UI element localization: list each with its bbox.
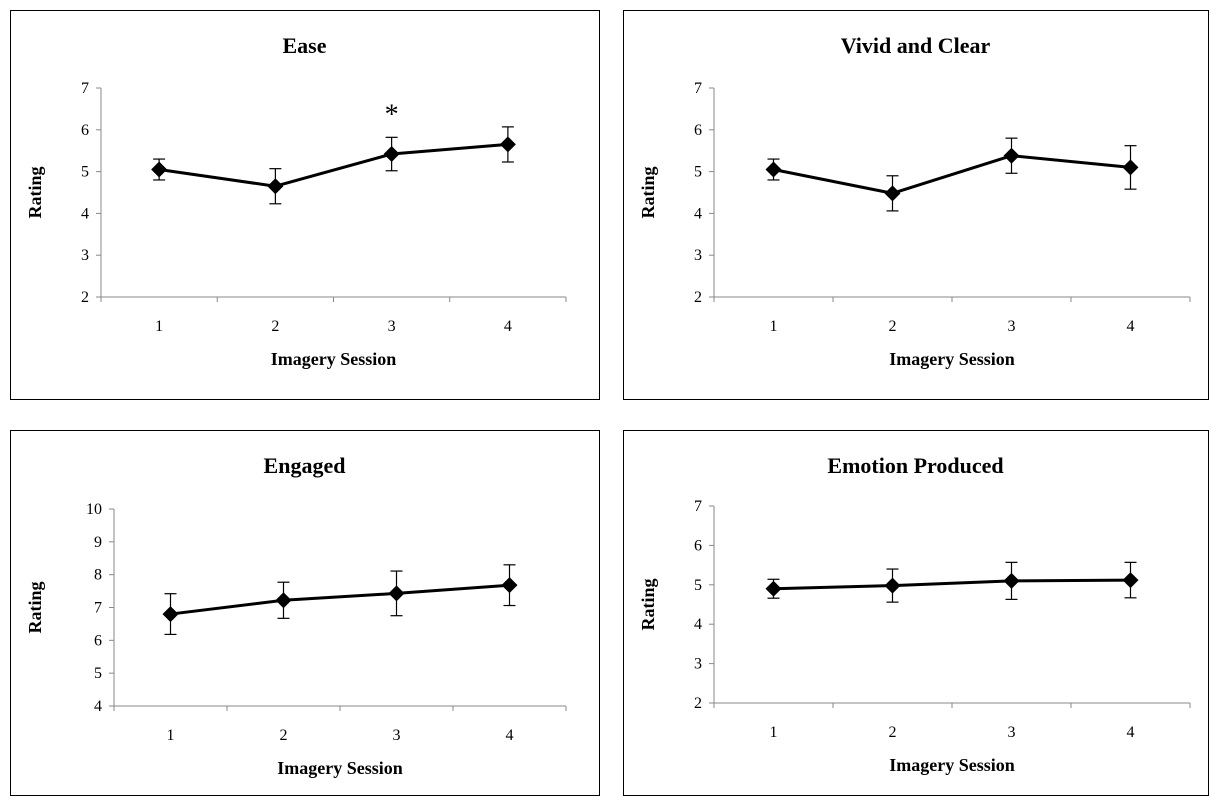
chart-title: Engaged xyxy=(264,453,346,478)
x-axis-label: Imagery Session xyxy=(271,349,397,369)
y-tick-label: 4 xyxy=(694,616,702,633)
y-axis-label: Rating xyxy=(25,166,45,218)
data-point-marker xyxy=(765,161,782,178)
chart-panel-ease: Ease 2 3 4 5 6 7 1 2 3 4 Imagery Session Rating * xyxy=(10,10,600,400)
x-tick-label: 2 xyxy=(271,318,279,335)
y-tick-label: 8 xyxy=(94,567,102,584)
y-tick-label: 5 xyxy=(81,164,89,181)
y-tick-label: 3 xyxy=(694,247,702,264)
x-axis-label: Imagery Session xyxy=(889,755,1015,775)
chart-title: Emotion Produced xyxy=(827,453,1003,478)
chart-svg-vivid-and-clear: Vivid and Clear 2 3 4 5 6 7 1 2 3 4 Imagery Session… xyxy=(638,33,1191,369)
x-tick-label: 3 xyxy=(393,727,401,744)
data-point-marker xyxy=(267,178,284,195)
data-point-marker xyxy=(1003,147,1020,164)
x-tick-label: 2 xyxy=(280,727,288,744)
y-tick-label: 7 xyxy=(94,600,102,617)
chart-panel-vivid-and-clear: Vivid and Clear 2 3 4 5 6 7 1 2 3 4 Imagery Session… xyxy=(623,10,1209,400)
data-point-marker xyxy=(151,161,168,178)
x-tick-label: 2 xyxy=(889,724,897,741)
y-tick-label: 9 xyxy=(94,534,102,551)
y-tick-label: 7 xyxy=(81,80,89,97)
data-point-marker xyxy=(383,146,400,163)
y-tick-label: 2 xyxy=(694,289,702,306)
x-tick-label: 2 xyxy=(889,318,897,335)
data-point-marker xyxy=(1003,572,1020,589)
series-line xyxy=(158,142,508,188)
series-line xyxy=(170,583,510,616)
y-tick-label: 4 xyxy=(94,698,102,715)
y-tick-label: 3 xyxy=(81,247,89,264)
data-point-marker xyxy=(275,592,292,609)
data-point-marker xyxy=(388,585,405,602)
y-tick-label: 4 xyxy=(694,205,702,222)
chart-panel-engaged: Engaged 4 5 6 7 8 9 10 1 2 3 4 Imagery Session Rating xyxy=(10,430,600,796)
y-tick-label: 5 xyxy=(694,577,702,594)
x-tick-label: 1 xyxy=(770,724,778,741)
significance-annotation: * xyxy=(385,99,399,130)
y-tick-label: 5 xyxy=(694,164,702,181)
data-point-marker xyxy=(501,577,518,594)
y-axis-label: Rating xyxy=(638,166,658,218)
chart-svg-ease: Ease 2 3 4 5 6 7 1 2 3 4 Imagery Session Rating * xyxy=(25,33,567,369)
data-point-marker xyxy=(884,577,901,594)
data-point-marker xyxy=(499,136,516,153)
y-tick-label: 10 xyxy=(86,501,102,518)
data-point-marker xyxy=(162,606,179,623)
y-tick-label: 2 xyxy=(694,695,702,712)
data-point-marker xyxy=(1122,572,1139,589)
data-point-marker xyxy=(884,185,901,202)
x-tick-label: 4 xyxy=(506,727,514,744)
x-tick-label: 3 xyxy=(1008,724,1016,741)
data-point-marker xyxy=(765,580,782,597)
y-tick-label: 4 xyxy=(81,205,89,222)
x-tick-label: 1 xyxy=(770,318,778,335)
x-tick-label: 1 xyxy=(167,727,175,744)
y-tick-label: 5 xyxy=(94,665,102,682)
series-line xyxy=(773,154,1131,195)
chart-svg-emotion-produced: Emotion Produced 2 3 4 5 6 7 1 2 3 4 Imagery Sessio… xyxy=(638,453,1191,775)
chart-panel-emotion-produced: Emotion Produced 2 3 4 5 6 7 1 2 3 4 Imagery Sessio… xyxy=(623,430,1209,796)
y-tick-label: 7 xyxy=(694,80,702,97)
x-tick-label: 4 xyxy=(1127,318,1135,335)
x-tick-label: 3 xyxy=(388,318,396,335)
x-tick-label: 3 xyxy=(1008,318,1016,335)
x-tick-label: 1 xyxy=(155,318,163,335)
y-tick-label: 6 xyxy=(81,122,89,139)
chart-title: Vivid and Clear xyxy=(841,33,991,58)
chart-svg-engaged: Engaged 4 5 6 7 8 9 10 1 2 3 4 Imagery Session Rating xyxy=(25,453,567,778)
y-axis-label: Rating xyxy=(25,581,45,633)
chart-title: Ease xyxy=(283,33,327,58)
x-tick-label: 4 xyxy=(504,318,512,335)
series-line xyxy=(773,578,1131,591)
y-tick-label: 6 xyxy=(694,122,702,139)
x-tick-label: 4 xyxy=(1127,724,1135,741)
y-tick-label: 6 xyxy=(94,632,102,649)
y-tick-label: 7 xyxy=(694,498,702,515)
x-axis-label: Imagery Session xyxy=(277,758,403,778)
data-point-marker xyxy=(1122,159,1139,176)
y-tick-label: 6 xyxy=(694,537,702,554)
y-tick-label: 3 xyxy=(694,656,702,673)
x-axis-label: Imagery Session xyxy=(889,349,1015,369)
y-tick-label: 2 xyxy=(81,289,89,306)
y-axis-label: Rating xyxy=(638,578,658,630)
